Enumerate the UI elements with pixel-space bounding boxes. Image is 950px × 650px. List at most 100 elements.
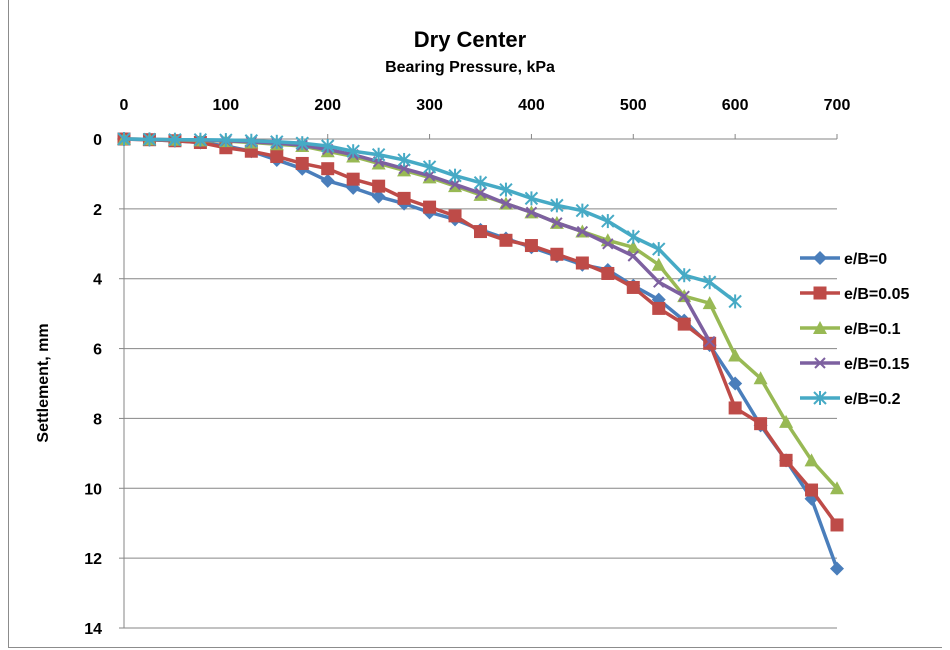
data-point-s4-11 [397,152,411,167]
data-point-s3-23 [703,335,716,348]
data-point-s1-24 [728,401,742,415]
data-point-s1-23 [703,336,717,350]
data-point-s4-7 [295,136,309,151]
legend-item-3: e/B=0.15 [800,356,909,373]
legend-label-3: e/B=0.15 [844,356,909,373]
data-point-s4-6 [270,134,284,149]
data-point-s4-18 [575,203,590,218]
legend: e/B=0 e/B=0.05 e/B=0.1 e/B=0.15 e/B=0.2 [800,251,909,408]
legend-label-2: e/B=0.1 [844,321,901,338]
series-line-3 [123,137,712,343]
data-point-s1-15 [499,233,513,247]
data-point-s4-16 [524,191,539,206]
x-tick-label-200: 200 [314,97,341,114]
chart-frame [8,0,942,648]
data-point-s3-18 [576,225,589,238]
x-tick-label-500: 500 [620,97,647,114]
data-point-s1-28 [830,518,844,532]
y-tick-label-0: 0 [93,132,102,149]
data-point-s3-15 [500,197,512,210]
data-point-s1-18 [575,256,589,270]
data-point-s1-19 [601,266,615,280]
data-point-s4-22 [677,268,691,283]
x-tick-label-0: 0 [120,97,129,114]
data-point-s1-8 [321,162,335,176]
data-point-s1-25 [754,417,768,431]
legend-label-4: e/B=0.2 [844,391,901,408]
data-point-s3-21 [653,276,665,288]
legend-marker-0 [813,251,827,265]
data-point-s2-20 [626,240,641,254]
data-point-s0-24 [728,376,743,391]
data-point-s2-28 [830,481,844,495]
y-tick-label-12: 12 [84,551,102,568]
legend-marker-2 [813,321,827,334]
data-point-s4-4 [219,133,233,148]
gridlines [124,208,837,629]
legend-label-1: e/B=0.05 [844,286,909,303]
data-point-s2-24 [728,348,743,362]
axis-ticks: 0 2 4 6 8 10 12 14 0 100 200 300 400 500 600 700 [84,97,850,638]
data-point-s4-17 [550,198,564,213]
data-point-s0-28 [830,561,844,576]
data-point-s3-19 [602,238,614,250]
data-point-s4-10 [371,147,386,162]
data-point-s4-2 [168,132,182,147]
series-line-0 [123,137,839,570]
y-tick-label-4: 4 [93,272,102,289]
y-axis-title: Settlement, mm [35,323,52,442]
data-point-s4-23 [702,275,717,290]
data-point-s3-22 [678,290,690,302]
data-point-s3-16 [525,206,538,219]
data-point-s1-9 [346,172,360,186]
data-point-s3-11 [398,162,410,175]
data-point-s1-11 [397,191,411,205]
x-axis-title: Bearing Pressure, kPa [385,59,555,76]
data-point-s1-14 [474,225,487,239]
data-point-s4-13 [448,168,462,183]
data-point-s4-14 [473,175,488,190]
x-tick-label-300: 300 [416,97,443,114]
x-tick-label-100: 100 [213,97,240,114]
data-point-s1-16 [524,239,538,253]
data-point-s4-8 [321,138,335,153]
legend-label-0: e/B=0 [844,251,887,268]
data-point-s1-12 [423,200,437,214]
series [117,132,844,576]
data-point-s2-25 [753,371,768,385]
data-point-s4-1 [142,132,157,147]
data-point-s1-20 [626,280,640,294]
x-tick-label-400: 400 [518,97,545,114]
data-point-s1-21 [652,301,666,315]
legend-item-2: e/B=0.1 [800,321,901,338]
data-point-s3-13 [449,178,461,191]
data-point-s4-12 [422,159,437,174]
data-point-s1-6 [270,149,284,163]
data-point-s4-15 [499,182,513,197]
legend-item-0: e/B=0 [800,251,887,268]
data-point-s2-23 [702,296,717,310]
series-4 [117,132,742,309]
legend-marker-1 [813,286,827,300]
data-point-s1-26 [779,453,793,467]
data-point-s4-24 [728,294,742,309]
y-tick-label-2: 2 [93,202,102,219]
x-tick-label-600: 600 [722,97,749,114]
data-point-s3-17 [551,217,563,229]
series-3 [118,133,716,348]
data-point-s2-26 [779,414,794,428]
legend-item-1: e/B=0.05 [800,286,909,303]
x-tick-label-700: 700 [824,97,851,114]
data-point-s3-14 [474,187,487,199]
legend-item-4: e/B=0.2 [800,391,901,408]
data-point-s4-9 [346,144,360,159]
data-point-s4-5 [244,133,259,148]
data-point-s1-10 [372,179,386,193]
data-point-s0-10 [371,189,386,204]
data-point-s4-21 [652,242,666,257]
chart-title: Dry Center [414,27,527,52]
data-point-s1-13 [448,209,462,223]
data-point-s4-3 [193,132,208,147]
legend-marker-3 [814,357,826,369]
